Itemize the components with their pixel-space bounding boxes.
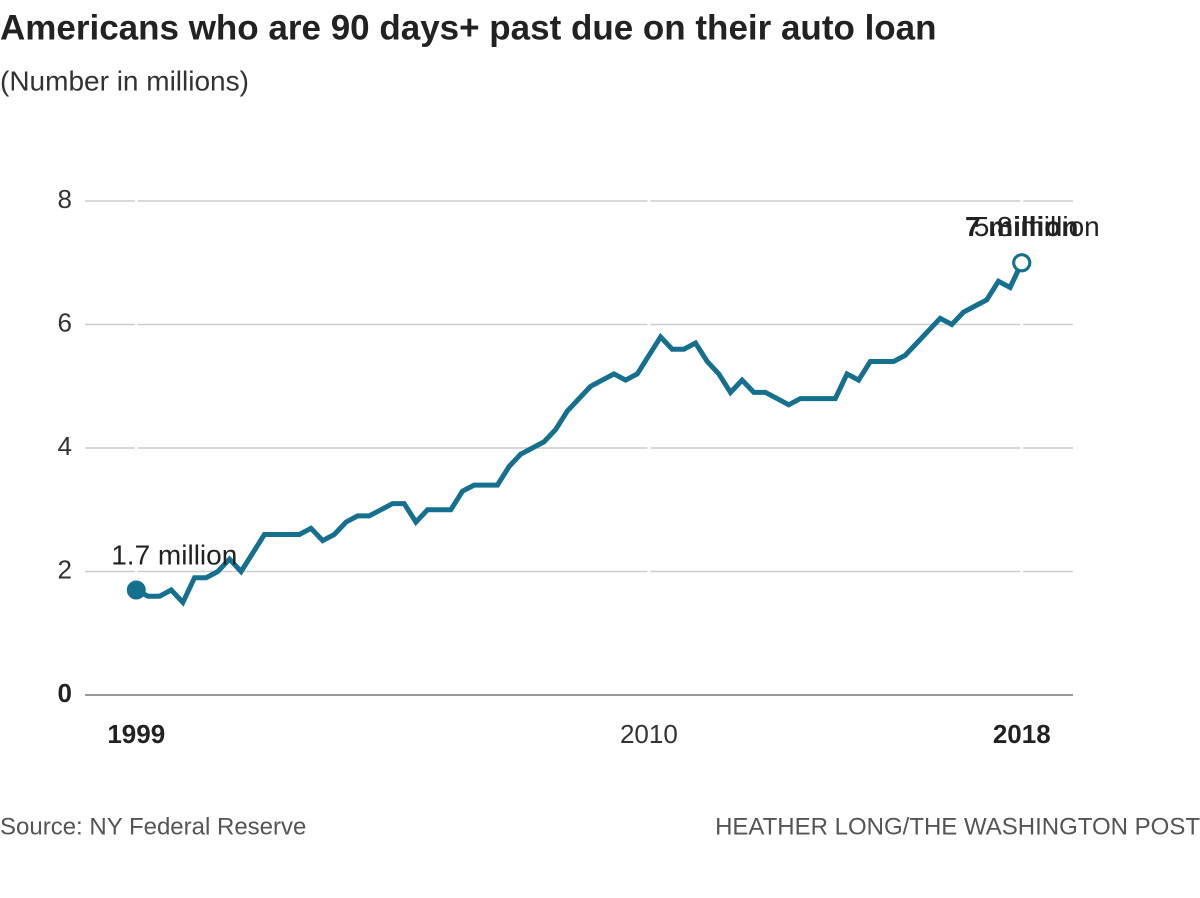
y-tick-label: 2 — [58, 554, 72, 584]
chart-title: Americans who are 90 days+ past due on t… — [0, 8, 937, 47]
grid-gap — [134, 199, 138, 689]
point-marker — [126, 580, 146, 600]
x-tick-label: 1999 — [107, 719, 165, 749]
credit: HEATHER LONG/THE WASHINGTON POST — [715, 813, 1200, 840]
y-tick-label: 4 — [58, 431, 72, 461]
annotation: 1.7 million — [111, 539, 237, 570]
chart-subtitle: (Number in millions) — [0, 65, 249, 96]
x-tick-label: 2018 — [993, 719, 1051, 749]
x-tick-label: 2010 — [620, 719, 678, 749]
grid-gap — [647, 199, 651, 689]
y-tick-label: 6 — [58, 307, 72, 337]
source: Source: NY Federal Reserve — [0, 813, 306, 840]
y-tick-label: 8 — [58, 184, 72, 214]
line — [135, 261, 1024, 607]
annotation: 7 million — [965, 211, 1079, 242]
grid-gap — [1020, 199, 1024, 689]
point-marker — [1012, 253, 1032, 273]
annotation: 5.8 million — [974, 211, 1100, 242]
y-tick-label: 0 — [58, 678, 72, 708]
